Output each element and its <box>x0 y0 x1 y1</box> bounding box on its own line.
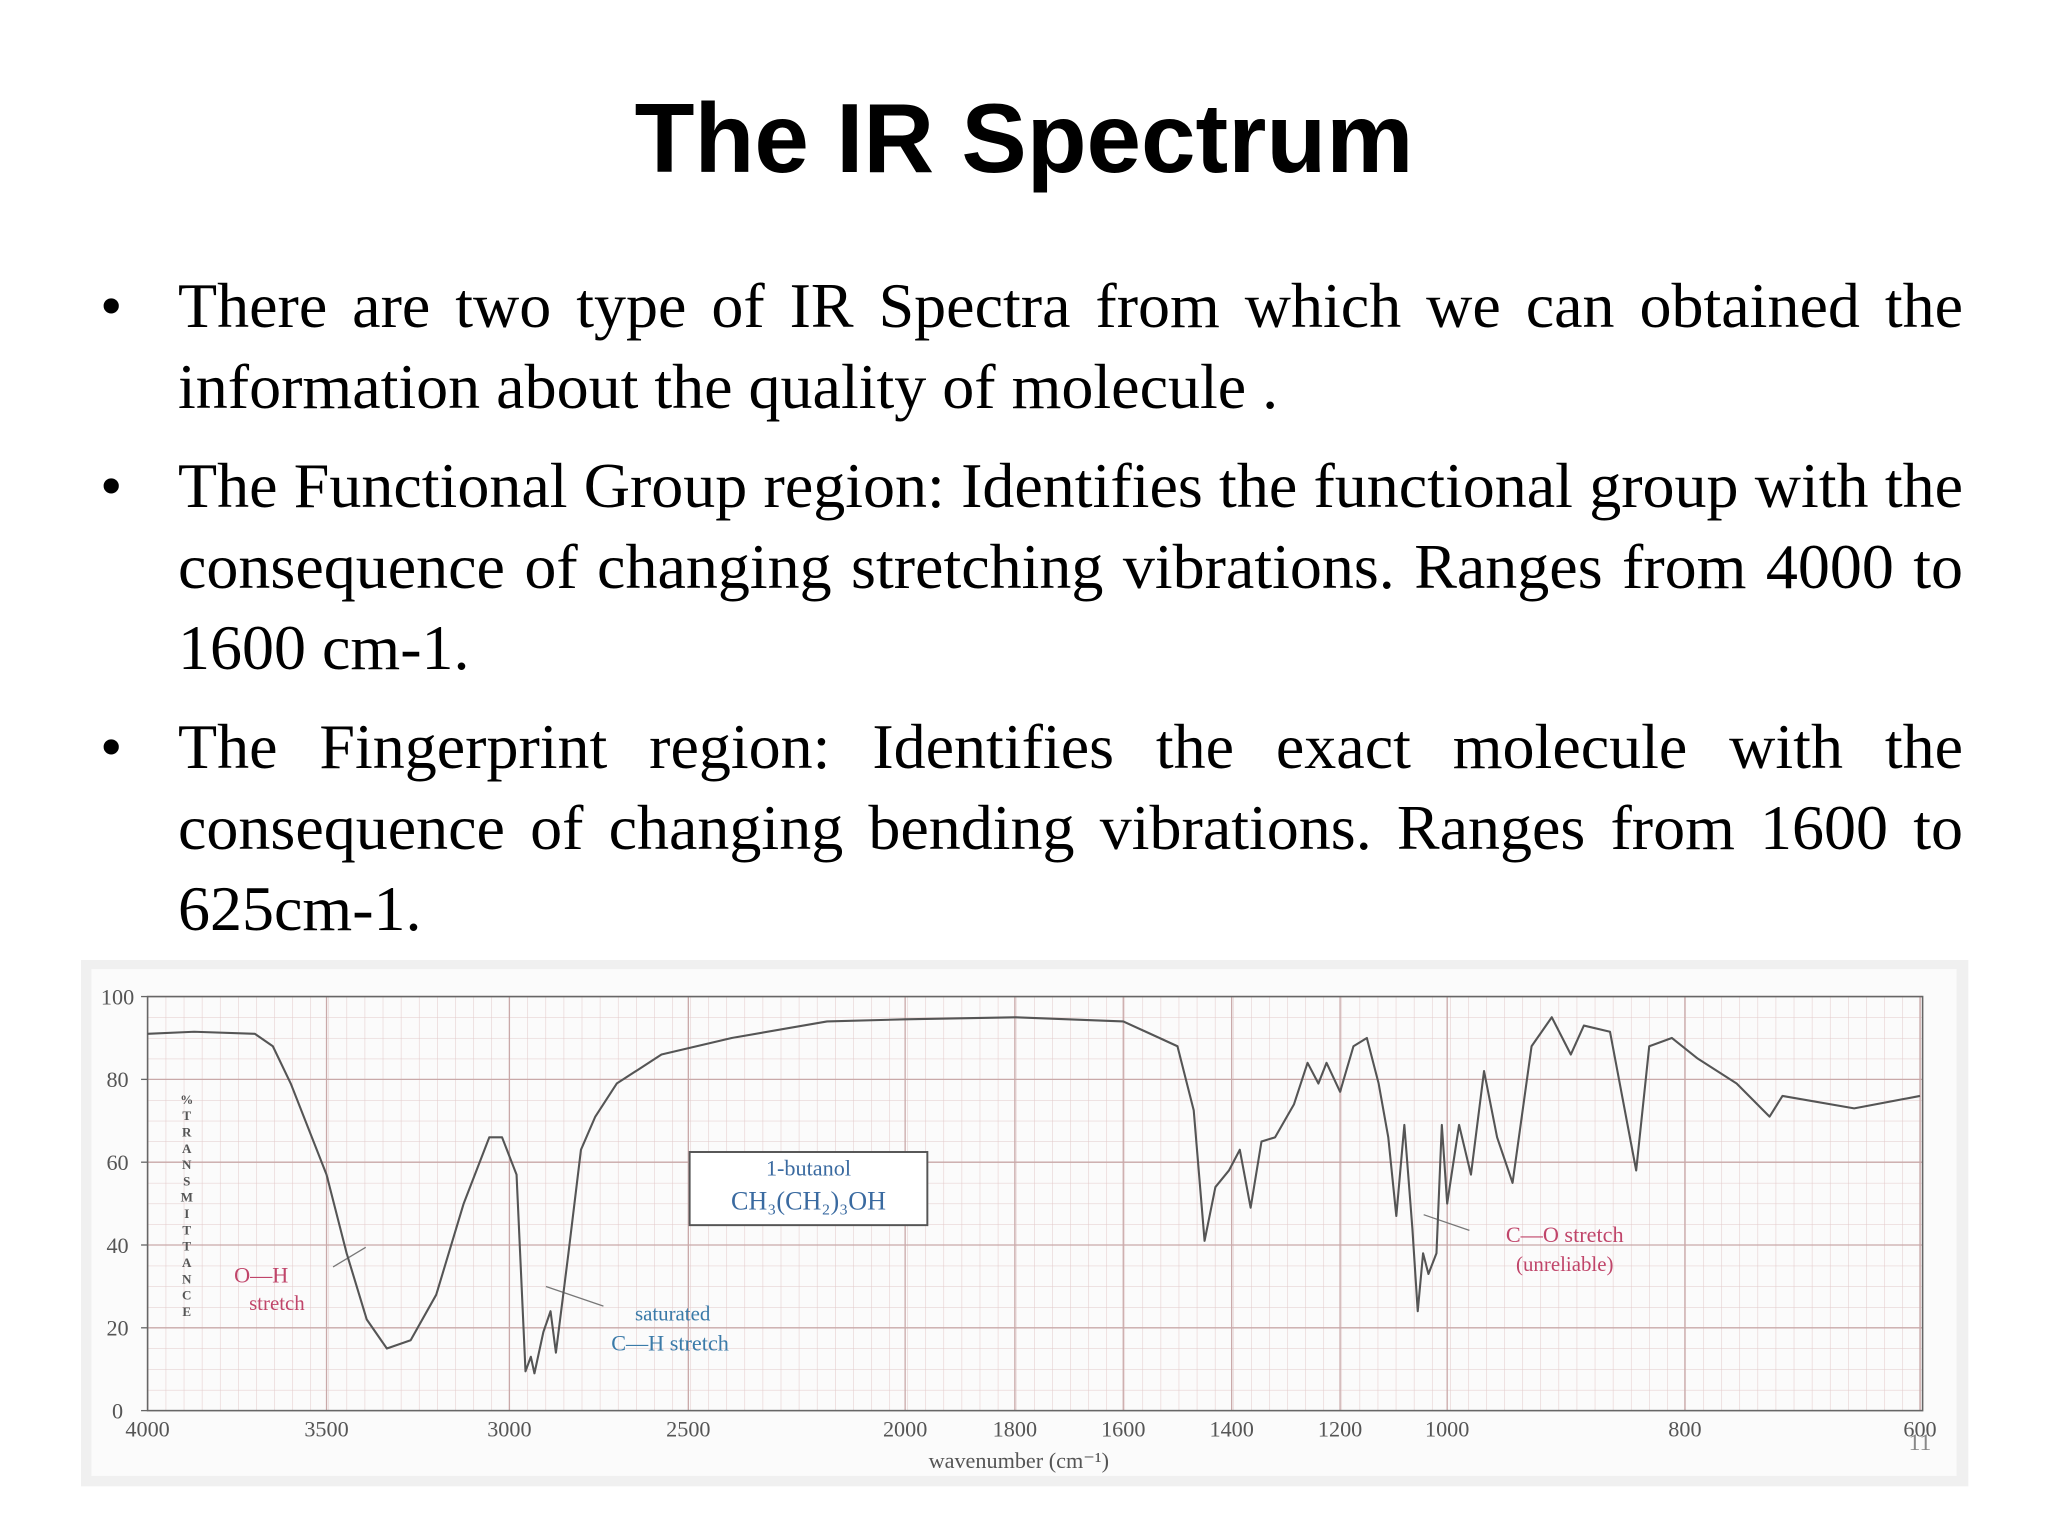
leader-line <box>1423 1214 1470 1231</box>
annotation: C—O stretch <box>1506 1222 1624 1247</box>
title: The IR Spectrum <box>634 83 1414 193</box>
y-axis-label: %TRANSMITTANCE <box>179 1092 194 1320</box>
minor-grid <box>147 996 1923 1411</box>
bullet-list: There are two type of IR Spectra from wh… <box>100 265 1963 967</box>
x-tick-label: 1600 <box>1101 1417 1145 1442</box>
bullet: There are two type of IR Spectra from wh… <box>100 265 1963 427</box>
leader-line <box>545 1285 604 1307</box>
x-tick-label: 2500 <box>666 1417 710 1442</box>
y-tick-label: 100 <box>101 984 134 1009</box>
y-tick-label: 60 <box>106 1150 128 1175</box>
annotation-box <box>688 1151 929 1227</box>
y-tick-label: 80 <box>106 1067 128 1092</box>
x-tick-label: 4000 <box>125 1417 169 1442</box>
bullet: The Functional Group region: Identifies … <box>100 445 1963 688</box>
annotation: C—H stretch <box>611 1331 729 1356</box>
annotation: O—H <box>234 1263 288 1288</box>
x-axis-label: wavenumber (cm⁻¹) <box>929 1448 1109 1473</box>
y-tick-label: 0 <box>112 1398 123 1423</box>
annotation: CH₃(CH₂)₃OH <box>731 1186 886 1215</box>
y-tick-label: 40 <box>106 1233 128 1258</box>
x-tick-label: 3500 <box>304 1417 348 1442</box>
plot-frame <box>146 995 1924 1412</box>
y-tick-label: 20 <box>106 1316 128 1341</box>
x-tick-label: 800 <box>1668 1417 1701 1442</box>
bullet: The Fingerprint region: Identifies the e… <box>100 706 1963 949</box>
annotation: (unreliable) <box>1516 1252 1613 1276</box>
spectrum-line <box>147 1016 1921 1375</box>
x-tick-label: 1000 <box>1425 1417 1469 1442</box>
leader-line <box>332 1246 367 1268</box>
x-tick-label: 3000 <box>487 1417 531 1442</box>
x-tick-label: 1400 <box>1209 1417 1253 1442</box>
annotation: 1-butanol <box>766 1156 851 1181</box>
page-number: 11 <box>1909 1430 1932 1456</box>
x-tick-label: 2000 <box>883 1417 927 1442</box>
x-tick-label: 1800 <box>993 1417 1037 1442</box>
annotation: saturated <box>635 1301 711 1325</box>
x-tick-label: 1200 <box>1318 1417 1362 1442</box>
x-tick-label: 600 <box>1903 1417 1936 1442</box>
annotation: stretch <box>249 1291 305 1315</box>
